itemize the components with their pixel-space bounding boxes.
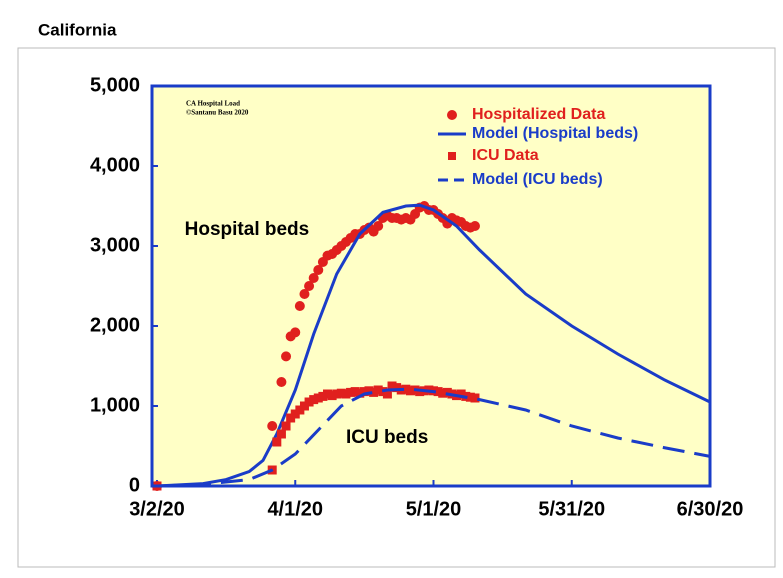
data-point — [332, 389, 342, 399]
data-point — [341, 389, 351, 399]
data-point — [308, 273, 319, 283]
legend-swatch — [447, 110, 457, 120]
data-point — [442, 387, 452, 397]
data-point — [469, 221, 480, 231]
x-tick-label: 4/1/20 — [267, 498, 323, 520]
x-tick-label: 6/30/20 — [677, 498, 744, 520]
data-point — [369, 387, 379, 397]
model-line — [156, 203, 711, 488]
data-point — [405, 386, 415, 396]
data-point — [299, 289, 310, 299]
data-point — [346, 387, 356, 397]
data-point — [373, 221, 384, 231]
data-point — [281, 421, 291, 431]
data-point — [286, 413, 296, 423]
data-point — [323, 389, 333, 399]
legend-label: Model (Hospital beds) — [472, 125, 638, 142]
data-point — [355, 388, 365, 398]
data-point — [392, 383, 402, 393]
data-point — [382, 389, 392, 399]
data-point — [295, 405, 305, 415]
y-tick-label: 1,000 — [90, 394, 140, 416]
model-line — [156, 387, 711, 488]
plot-area — [152, 86, 710, 486]
data-point — [313, 393, 323, 403]
x-tick-label: 3/2/20 — [129, 498, 185, 520]
data-point — [470, 393, 480, 403]
x-tick-label: 5/1/20 — [406, 498, 462, 520]
y-tick-label: 2,000 — [90, 314, 140, 336]
data-point — [309, 395, 319, 405]
legend-swatch — [448, 152, 456, 160]
data-point — [336, 388, 346, 398]
data-point — [350, 387, 360, 397]
plot-border — [150, 84, 712, 488]
data-point — [313, 265, 324, 275]
data-point — [373, 385, 383, 395]
data-point — [327, 391, 337, 401]
data-point — [290, 327, 301, 338]
data-point — [290, 409, 300, 419]
data-point — [304, 397, 314, 407]
data-point — [364, 386, 374, 396]
data-point — [304, 281, 315, 291]
y-tick-label: 0 — [129, 474, 140, 496]
annotation: Hospital beds — [185, 219, 310, 240]
data-point — [456, 389, 466, 399]
data-point — [281, 351, 292, 362]
data-point — [294, 301, 305, 311]
y-tick-label: 4,000 — [90, 154, 140, 176]
data-point — [276, 429, 286, 439]
x-tick-label: 5/31/20 — [538, 498, 605, 520]
legend-label: ICU Data — [472, 147, 539, 164]
legend-label: Hospitalized Data — [472, 106, 605, 123]
note: CA Hospital Load — [186, 100, 240, 108]
data-point — [433, 387, 443, 397]
data-point — [276, 377, 287, 387]
data-point — [359, 387, 369, 397]
data-point — [438, 388, 448, 398]
y-tick-label: 3,000 — [90, 234, 140, 256]
note: ©Santanu Basu 2020 — [186, 109, 249, 117]
data-point — [299, 401, 309, 411]
data-point — [267, 421, 278, 431]
data-point — [318, 391, 328, 401]
data-point — [272, 437, 282, 447]
data-point — [387, 381, 397, 391]
data-point — [401, 384, 411, 394]
data-point — [465, 392, 475, 402]
legend-label: Model (ICU beds) — [472, 171, 603, 188]
annotation: ICU beds — [346, 427, 428, 448]
y-tick-label: 5,000 — [90, 74, 140, 96]
chart-title: California — [38, 20, 117, 39]
